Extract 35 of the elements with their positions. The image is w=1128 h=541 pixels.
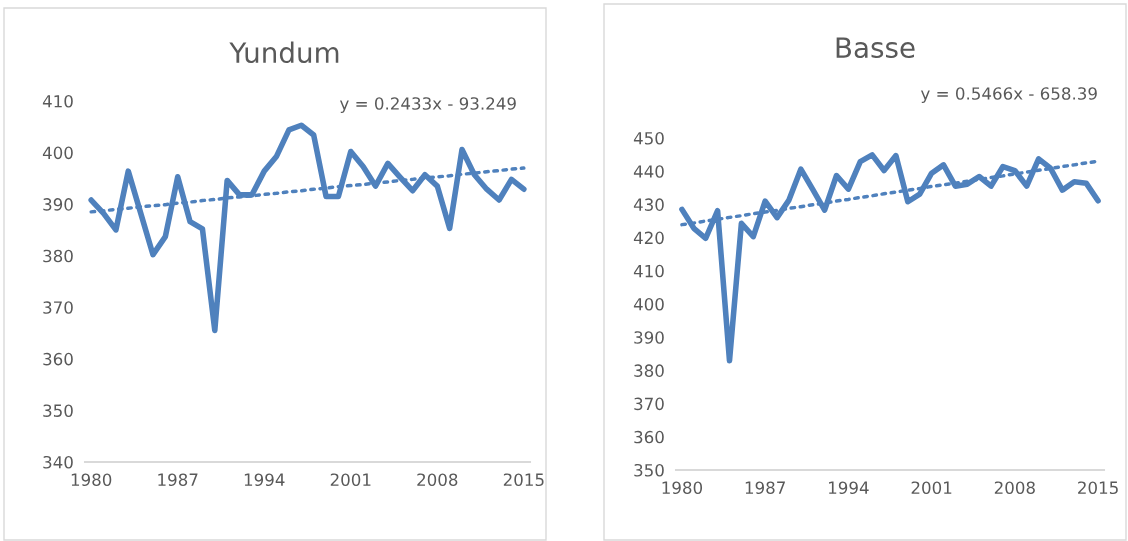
x-tick-label: 2008 — [417, 473, 458, 487]
x-tick-label: 1994 — [244, 473, 285, 487]
x-tick-label: 2015 — [503, 473, 544, 487]
text: y = 0.5466x - 658.39 — [920, 87, 1097, 104]
y-tick-label: 370 — [634, 397, 664, 411]
x-tick-label: 1987 — [745, 481, 785, 495]
y-tick-label: 350 — [43, 404, 73, 417]
y-tick-label: 360 — [634, 430, 664, 444]
x-tick-label: 1994 — [829, 481, 869, 495]
chart-title: Basse — [836, 37, 915, 59]
y-tick-label: 400 — [633, 297, 664, 311]
y-tick-label: 350 — [634, 463, 664, 477]
y-tick-label: 410 — [633, 264, 664, 278]
x-tick-label: 2001 — [330, 473, 371, 487]
y-tick-label: 430 — [633, 198, 664, 211]
y-tick-label: 370 — [43, 301, 73, 314]
x-tick-label: 2001 — [911, 481, 952, 495]
annotation: y = 0.2433x - 93.249 — [339, 97, 516, 114]
y-tick-label: 400 — [42, 146, 73, 160]
y-tick-label: 340 — [43, 455, 73, 469]
chart-title: Yundum — [229, 41, 339, 64]
x-tick-label: 2015 — [1078, 481, 1118, 495]
y-tick-label: 410 — [42, 94, 73, 108]
y-tick-label: 450 — [633, 131, 664, 145]
x-tick-label: 1980 — [662, 481, 703, 495]
y-tick-label: 380 — [43, 249, 73, 263]
y-tick-label: 390 — [634, 331, 664, 344]
y-tick-label: 390 — [43, 198, 73, 211]
y-tick-label: 420 — [633, 231, 664, 245]
x-tick-label: 2008 — [994, 481, 1035, 495]
y-tick-label: 360 — [43, 352, 73, 366]
x-tick-label: 1980 — [71, 473, 112, 487]
y-tick-label: 380 — [634, 364, 664, 377]
y-tick-label: 440 — [633, 165, 664, 178]
x-tick-label: 1987 — [158, 473, 198, 487]
